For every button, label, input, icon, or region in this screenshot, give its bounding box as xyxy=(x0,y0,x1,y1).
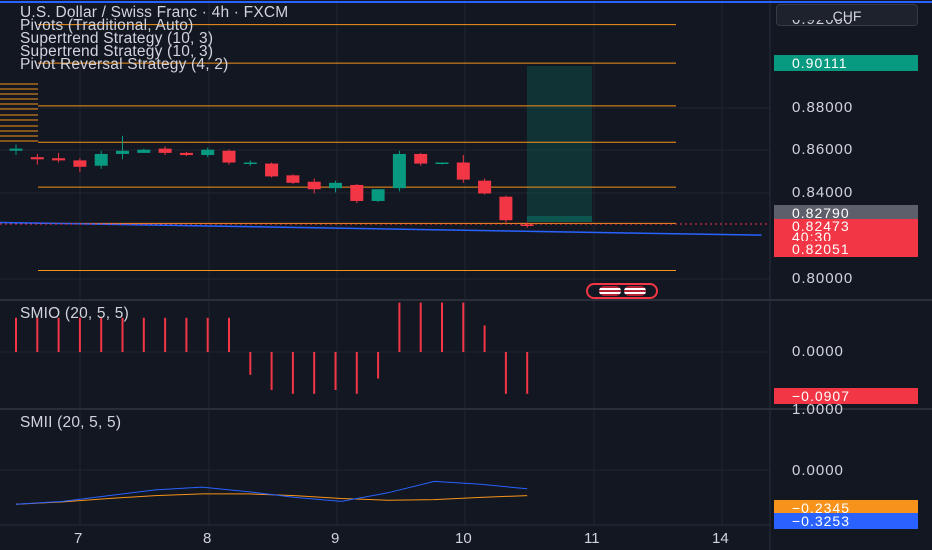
smii-orange-line xyxy=(15,493,528,505)
last-price-tag: 0.82473 xyxy=(774,219,918,233)
indicator-legend-supertrend-2[interactable]: Supertrend Strategy (10, 3) xyxy=(20,43,214,60)
smii-orange-tag: −0.2345 xyxy=(774,500,918,516)
time-label-11: 11 xyxy=(584,530,600,547)
candle-body xyxy=(478,180,492,194)
supertrend-price-tag: 0.90111 xyxy=(774,55,918,71)
smio-value-tag: −0.0907 xyxy=(774,388,918,404)
candle-body xyxy=(329,182,342,189)
candle-body xyxy=(435,162,449,165)
price-label-0-86: 0.86000 xyxy=(792,141,854,158)
price-label-0-84: 0.84000 xyxy=(792,184,854,201)
candle-body xyxy=(73,160,87,167)
candle-body xyxy=(201,149,215,156)
time-label-10: 10 xyxy=(455,530,472,547)
symbol-title[interactable]: U.S. Dollar / Swiss Franc · 4h · FXCM xyxy=(20,4,289,21)
pivot-history-ticks xyxy=(0,83,38,142)
time-label-9: 9 xyxy=(331,530,340,547)
candle-body xyxy=(243,162,257,165)
supertrend-line xyxy=(0,221,762,236)
indicator-legend-pivot-reversal[interactable]: Pivot Reversal Strategy (4, 2) xyxy=(20,56,229,73)
us-event-flag-icon[interactable] xyxy=(586,283,658,299)
candle-body xyxy=(179,152,193,156)
candle-body xyxy=(350,184,364,201)
price-label-0-88: 0.88000 xyxy=(792,99,854,116)
candle-body xyxy=(265,163,279,177)
candle-body xyxy=(392,153,406,189)
time-label-8: 8 xyxy=(203,530,212,547)
smii-zero-label: 0.0000 xyxy=(792,462,844,479)
candle-body xyxy=(456,162,470,180)
smii-top-label: 1.0000 xyxy=(792,403,844,416)
time-label-14: 14 xyxy=(712,530,729,547)
candle-body xyxy=(94,153,108,166)
indicator-legend-supertrend-1[interactable]: Supertrend Strategy (10, 3) xyxy=(20,30,214,47)
candle-body xyxy=(307,181,321,190)
time-label-7: 7 xyxy=(74,530,83,547)
smii-legend[interactable]: SMII (20, 5, 5) xyxy=(20,414,122,431)
candle-body xyxy=(286,175,300,183)
candle-body xyxy=(371,189,385,201)
high-price-tag: 0.82790 xyxy=(774,205,918,221)
position-projection-box[interactable] xyxy=(527,66,592,222)
candle-body xyxy=(137,149,151,153)
candle-body xyxy=(158,148,172,153)
price-label-0-80: 0.80000 xyxy=(792,270,854,287)
smii-blue-line xyxy=(15,480,528,505)
grid-lines xyxy=(0,0,770,525)
candle-body xyxy=(116,150,129,154)
candle-body xyxy=(520,224,534,226)
candle-body xyxy=(9,148,23,151)
candle-body xyxy=(30,157,44,160)
smii-blue-tag: −0.3253 xyxy=(774,513,918,529)
bar-countdown: 40:30 xyxy=(774,230,918,244)
position-projection-bottom xyxy=(527,216,592,222)
candle-body xyxy=(499,196,513,221)
currency-button[interactable]: CHF xyxy=(776,4,918,26)
price-label-partial: 0.92000 xyxy=(792,20,853,28)
candle-body xyxy=(52,158,66,161)
low-price-tag: 0.82051 xyxy=(774,241,918,257)
candle-body xyxy=(414,153,428,164)
indicator-legend-pivots[interactable]: Pivots (Traditional, Auto) xyxy=(20,17,194,34)
smio-zero-label: 0.0000 xyxy=(792,343,844,360)
smio-legend[interactable]: SMIO (20, 5, 5) xyxy=(20,305,129,322)
candle-body xyxy=(222,150,236,163)
